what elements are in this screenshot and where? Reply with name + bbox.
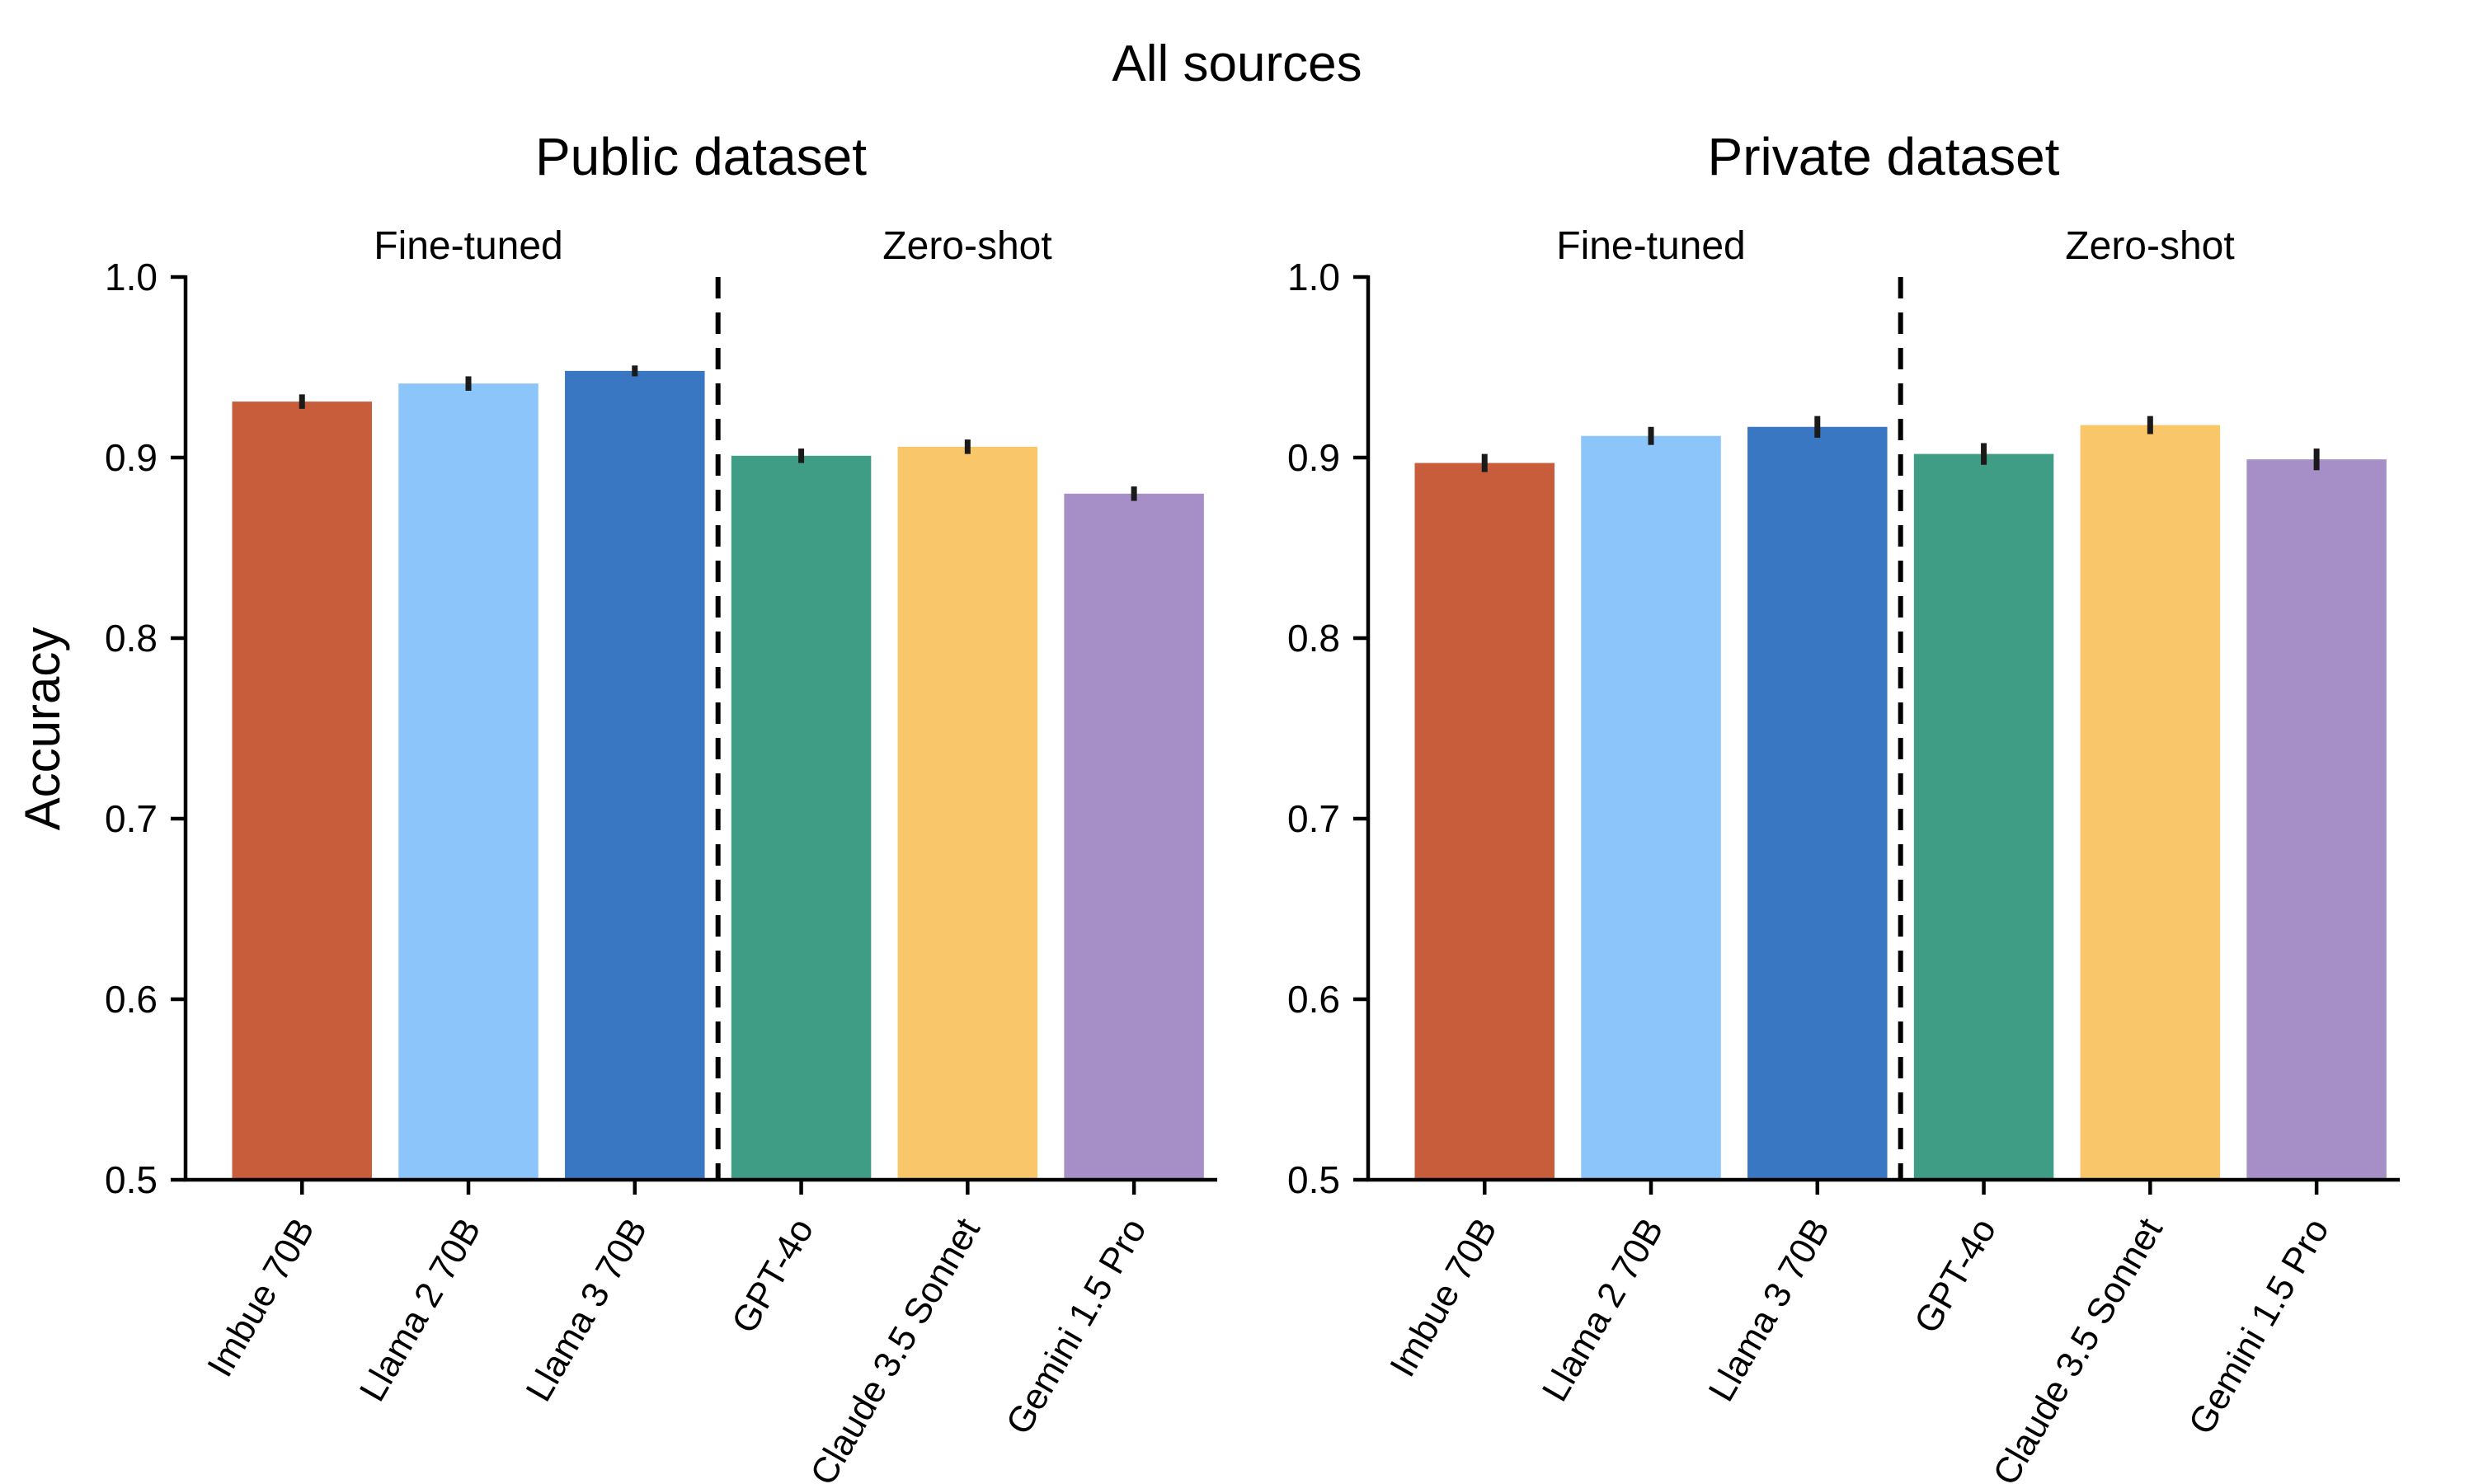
x-tick-label-llama-2-70b: Llama 2 70B: [1535, 1212, 1672, 1408]
x-tick-label-llama-3-70b: Llama 3 70B: [518, 1212, 655, 1408]
x-tick-label-claude-3-5-sonnet: Claude 3.5 Sonnet: [802, 1212, 988, 1484]
x-tick-label-claude-3-5-sonnet: Claude 3.5 Sonnet: [1985, 1212, 2171, 1484]
y-tick-label: 0.9: [1287, 436, 1340, 479]
group-label-private-fine-tuned: Fine-tuned: [1556, 224, 1745, 268]
bar-gemini-1-5-pro: [2246, 459, 2387, 1180]
bar-llama-3-70b: [565, 370, 705, 1180]
y-tick-label: 0.8: [105, 617, 158, 660]
bar-gemini-1-5-pro: [1064, 493, 1204, 1180]
bar-gpt-4o: [731, 455, 872, 1180]
bar-llama-3-70b: [1747, 426, 1888, 1180]
x-tick-label-gpt-4o: GPT-4o: [1907, 1212, 2004, 1341]
x-tick-label-llama-2-70b: Llama 2 70B: [352, 1212, 489, 1408]
axes-public: 1.0 0.9 0.8 0.7 0.6 0.5 Imbue 70B Llama 2 70B Ll…: [105, 256, 1217, 1484]
x-tick-label-imbue-70b: Imbue 70B: [200, 1212, 322, 1384]
y-tick-label: 0.6: [1287, 978, 1340, 1021]
subplot-title-private: Private dataset: [1708, 127, 2060, 186]
axes-private: 1.0 0.9 0.8 0.7 0.6 0.5 Imbue 70B Llama 2 70B Ll…: [1287, 256, 2400, 1484]
x-tick-label-gemini-1-5-pro: Gemini 1.5 Pro: [2181, 1212, 2337, 1442]
y-tick-label: 0.5: [1287, 1158, 1340, 1201]
y-tick-label: 1.0: [105, 256, 158, 298]
y-tick-label: 0.7: [105, 797, 158, 840]
x-tick-label-llama-3-70b: Llama 3 70B: [1700, 1212, 1837, 1408]
y-tick-label: 0.9: [105, 436, 158, 479]
y-tick-label: 0.6: [105, 978, 158, 1021]
bar-gpt-4o: [1913, 453, 2054, 1180]
subplot-private: Private dataset Fine-tuned Zero-shot 1.0…: [1287, 127, 2400, 1484]
bar-llama-2-70b: [398, 383, 539, 1181]
figure-suptitle: All sources: [1112, 35, 1362, 92]
y-tick-label: 0.8: [1287, 617, 1340, 660]
bar-imbue-70b: [1414, 463, 1554, 1180]
group-label-private-zero-shot: Zero-shot: [2065, 224, 2234, 268]
y-tick-label: 0.7: [1287, 797, 1340, 840]
bar-claude-3-5-sonnet: [2080, 425, 2221, 1180]
subplot-public: Public dataset Fine-tuned Zero-shot 1.0 0…: [105, 127, 1217, 1484]
group-label-public-zero-shot: Zero-shot: [882, 224, 1051, 268]
y-axis-label: Accuracy: [15, 627, 70, 831]
x-tick-label-gpt-4o: GPT-4o: [724, 1212, 821, 1341]
x-tick-label-gemini-1-5-pro: Gemini 1.5 Pro: [999, 1212, 1155, 1442]
x-tick-label-imbue-70b: Imbue 70B: [1382, 1212, 1505, 1384]
y-tick-label: 0.5: [105, 1158, 158, 1201]
bar-llama-2-70b: [1581, 435, 1721, 1180]
subplot-title-public: Public dataset: [535, 127, 867, 186]
y-tick-label: 1.0: [1287, 256, 1340, 298]
bar-claude-3-5-sonnet: [897, 446, 1038, 1180]
group-label-public-fine-tuned: Fine-tuned: [374, 224, 562, 268]
bar-imbue-70b: [232, 402, 372, 1180]
